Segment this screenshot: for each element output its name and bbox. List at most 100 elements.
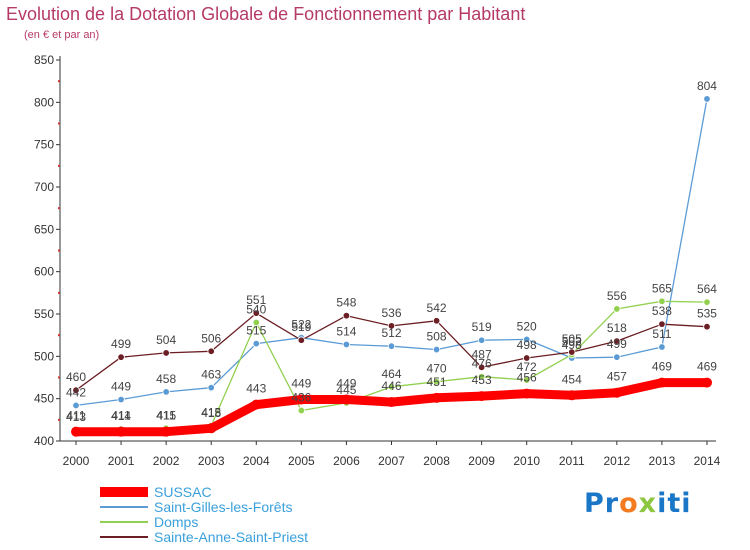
data-label-1: 498 — [562, 338, 582, 352]
data-point-2 — [297, 406, 306, 415]
data-label-2: 418 — [201, 406, 221, 420]
data-label-1: 515 — [246, 324, 266, 338]
x-tick-label: 2003 — [198, 454, 225, 468]
data-point-3 — [297, 336, 306, 344]
data-point-1 — [342, 340, 351, 349]
legend-item-domps: Domps — [100, 513, 308, 530]
x-tick-label: 2011 — [559, 454, 585, 468]
data-label-2: 540 — [246, 302, 266, 316]
data-point-0 — [521, 388, 532, 399]
data-point-3 — [117, 353, 125, 361]
data-point-3 — [342, 311, 351, 320]
data-point-1 — [703, 95, 711, 103]
x-tick-label: 2000 — [63, 454, 90, 468]
data-label-1: 458 — [156, 372, 176, 386]
data-label-0: 469 — [652, 360, 672, 374]
data-label-1: 512 — [381, 326, 401, 340]
data-label-3: 499 — [111, 337, 131, 351]
data-label-2: 564 — [697, 282, 717, 296]
y-tick-label: 450 — [34, 392, 54, 406]
data-label-3: 538 — [652, 304, 672, 318]
data-point-3 — [658, 320, 666, 328]
y-minor-tick — [58, 334, 60, 337]
legend-item-sainte-anne: Sainte-Anne-Saint-Priest — [100, 528, 309, 545]
data-label-2: 470 — [427, 362, 447, 376]
data-point-3 — [703, 323, 711, 331]
legend-swatch-saint-gilles — [100, 505, 148, 508]
data-point-2 — [658, 297, 666, 305]
data-point-3 — [568, 348, 576, 356]
data-label-2: 476 — [472, 357, 492, 371]
data-point-2 — [432, 378, 441, 386]
data-point-1 — [477, 336, 486, 344]
data-label-2: 415 — [156, 408, 176, 422]
data-label-3: 506 — [201, 331, 221, 345]
data-point-0 — [296, 394, 307, 405]
data-label-3: 487 — [472, 347, 492, 361]
data-point-0 — [161, 426, 172, 437]
data-point-1 — [207, 383, 215, 392]
data-point-0 — [251, 399, 262, 410]
data-point-0 — [206, 423, 217, 434]
data-label-0: 411 — [111, 409, 130, 423]
y-tick-label: 650 — [34, 222, 54, 236]
y-tick-label: 700 — [34, 180, 54, 194]
x-tick-label: 2007 — [378, 454, 405, 468]
data-label-3: 505 — [562, 332, 582, 346]
series-line-1 — [75, 98, 708, 407]
x-tick-label: 2004 — [243, 454, 270, 468]
data-point-2 — [477, 372, 486, 381]
legend: SUSSAC Saint-Gilles-les-Forêts Domps Sai… — [100, 483, 309, 545]
data-label-3: 548 — [336, 296, 356, 310]
data-point-0 — [431, 392, 442, 403]
x-tick-label: 2013 — [649, 454, 676, 468]
data-label-2: 464 — [381, 367, 401, 381]
data-label-1: 514 — [336, 324, 356, 338]
data-label-3: 519 — [291, 320, 311, 334]
data-point-1 — [613, 353, 621, 361]
y-tick-label: 400 — [34, 434, 54, 448]
data-label-1: 522 — [291, 318, 311, 332]
chart-title: Evolution de la Dotation Globale de Fonc… — [6, 4, 526, 24]
data-label-2: 472 — [517, 360, 537, 374]
data-label-0: 454 — [562, 372, 582, 386]
data-label-3: 536 — [381, 306, 401, 320]
data-label-2: 413 — [66, 410, 86, 424]
data-label-3: 535 — [697, 307, 717, 321]
x-tick-label: 2005 — [288, 454, 315, 468]
data-label-1: 508 — [427, 330, 447, 344]
data-point-3 — [432, 317, 441, 325]
data-point-3 — [252, 309, 260, 317]
data-point-0 — [71, 426, 81, 437]
data-point-0 — [386, 397, 397, 408]
data-label-1: 449 — [111, 380, 131, 394]
y-minor-tick — [58, 249, 60, 252]
data-point-3 — [387, 322, 396, 330]
data-label-3: 460 — [66, 370, 86, 384]
legend-label-sussac: SUSSAC — [154, 483, 212, 500]
data-label-0: 449 — [291, 377, 311, 391]
legend-label-sainte-anne: Sainte-Anne-Saint-Priest — [154, 528, 309, 545]
data-label-1: 511 — [652, 327, 671, 341]
data-label-3: 518 — [607, 321, 627, 335]
data-label-1: 442 — [66, 385, 86, 399]
data-label-1: 463 — [201, 368, 221, 382]
x-tick-label: 2002 — [153, 454, 180, 468]
y-tick-label: 550 — [34, 307, 54, 321]
data-point-0 — [566, 390, 577, 401]
data-point-0 — [611, 387, 622, 398]
y-minor-tick — [58, 164, 60, 167]
data-point-2 — [523, 376, 531, 384]
data-point-0 — [341, 394, 352, 405]
proxiti-logo: Proxiti — [584, 488, 692, 519]
data-point-0 — [656, 377, 667, 388]
legend-label-domps: Domps — [154, 513, 199, 530]
y-tick-label: 800 — [34, 95, 54, 109]
x-tick-label: 2006 — [333, 454, 360, 468]
data-label-3: 498 — [517, 338, 537, 352]
data-point-2 — [703, 298, 711, 306]
data-point-3 — [72, 386, 80, 394]
x-tick-label: 2001 — [108, 454, 135, 468]
y-minor-tick — [58, 80, 60, 83]
